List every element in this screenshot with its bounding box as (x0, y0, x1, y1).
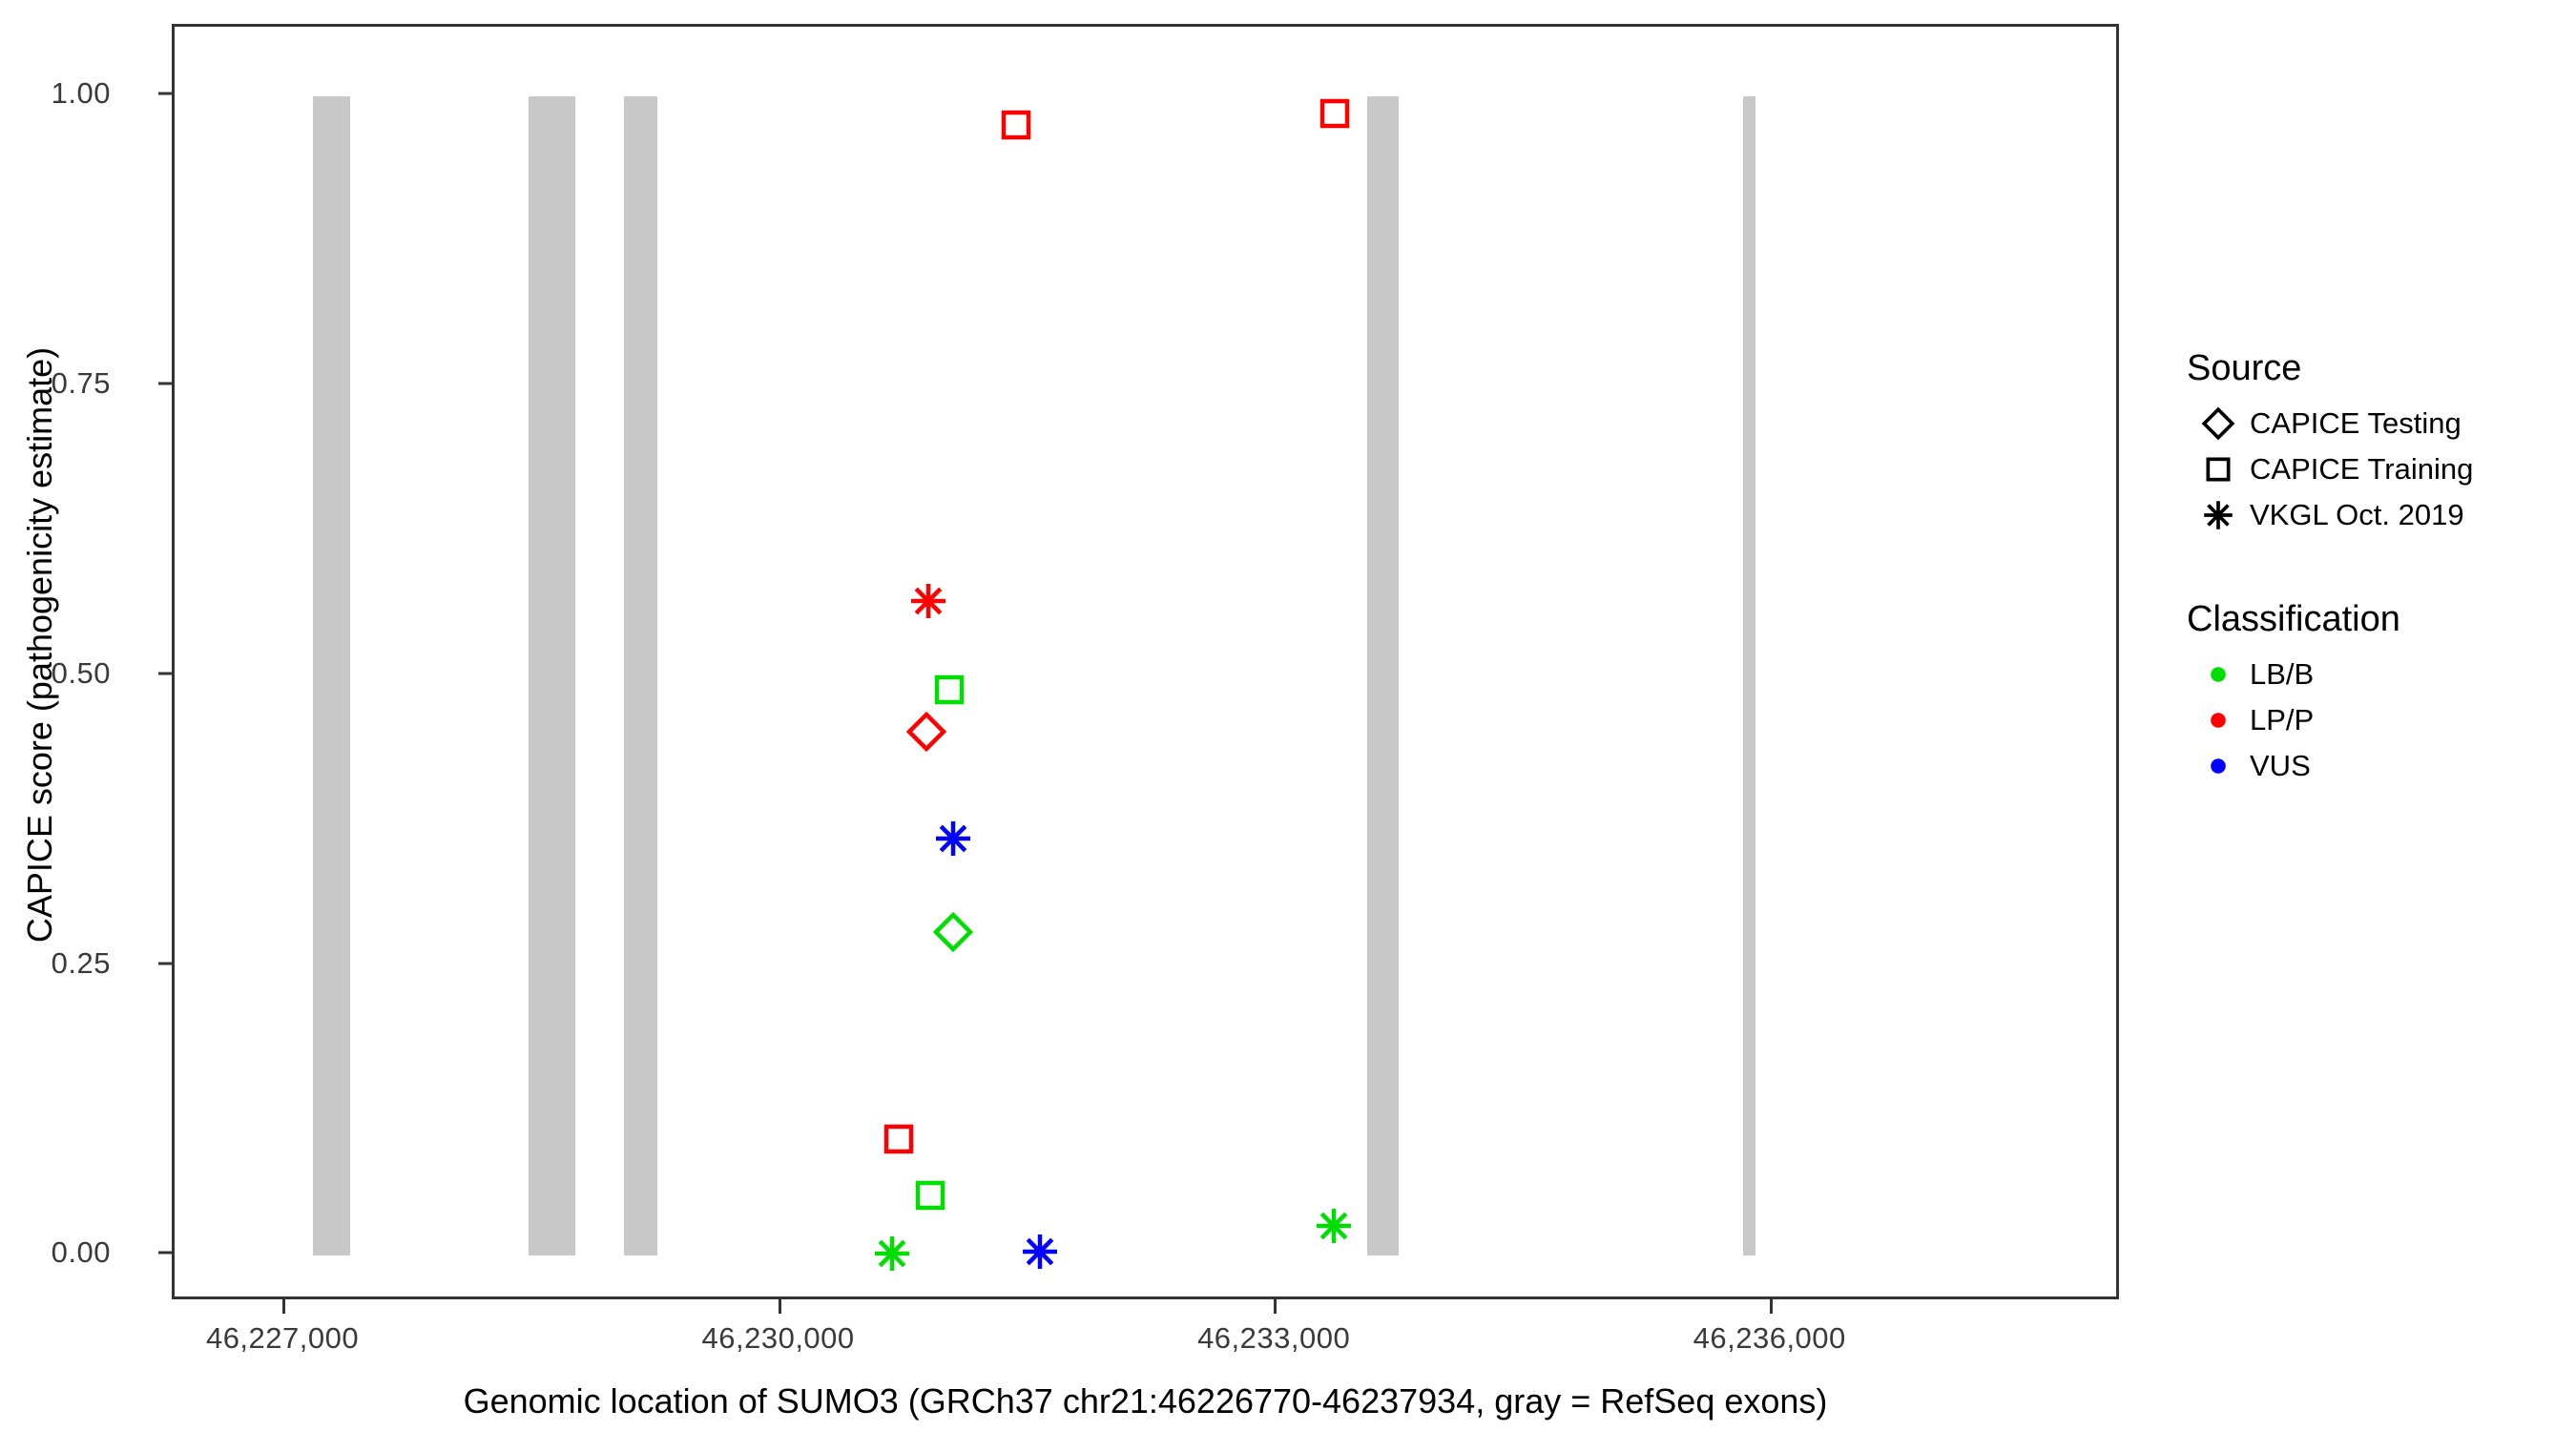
legend-item-label: LB/B (2250, 657, 2315, 691)
exon-band (624, 95, 657, 1256)
y-tick-label: 1.00 (51, 75, 111, 110)
y-tick-label: 0.75 (51, 365, 111, 400)
legend-item-label: LP/P (2250, 703, 2315, 736)
plot-area-wrapper: CAPICE score (pathogenicity estimate) 0.… (20, 24, 2119, 1421)
x-tick-mark (1769, 1299, 1773, 1314)
y-tick-label: 0.50 (51, 655, 111, 690)
x-tick-label: 46,230,000 (701, 1321, 855, 1355)
x-tick-mark (1274, 1299, 1278, 1314)
legend-item-source-diamond[interactable]: CAPICE Testing (2187, 401, 2568, 446)
y-tick-mark (158, 962, 172, 965)
legend-marker-icon (2187, 653, 2250, 695)
legend-item-label: VUS (2250, 749, 2311, 782)
exon-band (1742, 95, 1755, 1256)
y-tick-mark (158, 672, 172, 675)
y-axis-label: CAPICE score (pathogenicity estimate) (20, 346, 59, 944)
y-tick-mark (158, 92, 172, 95)
y-tick-mark (158, 1251, 172, 1255)
exon-band (313, 95, 350, 1256)
legend-item-classification[interactable]: VUS (2187, 743, 2568, 789)
legend-item-label: VKGL Oct. 2019 (2250, 498, 2464, 531)
x-tick-mark (778, 1299, 781, 1314)
legend-title-source: Source (2187, 348, 2302, 388)
legend-marker-icon (2187, 699, 2250, 741)
legend-group-source: Source CAPICE Testing CAPICE Training VKGL… (2187, 348, 2568, 538)
legend-title-classification: Classification (2187, 599, 2400, 639)
legend-group-classification: Classification LB/B LP/P VUS (2187, 599, 2568, 789)
x-tick-mark (282, 1299, 286, 1314)
legend-marker-icon (2187, 494, 2250, 536)
legend-item-label: CAPICE Training (2250, 452, 2474, 486)
legend-marker-icon (2187, 448, 2250, 490)
x-tick-label: 46,236,000 (1693, 1321, 1846, 1355)
exon-band (528, 95, 575, 1256)
y-tick-mark (158, 382, 172, 385)
x-tick-label: 46,233,000 (1197, 1321, 1351, 1355)
x-tick-label: 46,227,000 (205, 1321, 360, 1355)
legend-item-source-square[interactable]: CAPICE Training (2187, 446, 2568, 492)
legend-marker-icon (2187, 745, 2250, 787)
legend: Source CAPICE Testing CAPICE Training VKGL… (2187, 348, 2568, 850)
legend-item-label: CAPICE Testing (2250, 406, 2462, 440)
x-axis-label: Genomic location of SUMO3 (GRCh37 chr21:… (463, 1381, 1828, 1421)
y-tick-label: 0.25 (51, 945, 111, 980)
y-tick-label: 0.00 (51, 1235, 111, 1270)
plot-panel (172, 24, 2119, 1299)
exon-band (1367, 95, 1400, 1256)
legend-item-classification[interactable]: LP/P (2187, 697, 2568, 743)
legend-item-source-asterisk[interactable]: VKGL Oct. 2019 (2187, 492, 2568, 538)
legend-marker-icon (2187, 403, 2250, 445)
legend-item-classification[interactable]: LB/B (2187, 652, 2568, 697)
